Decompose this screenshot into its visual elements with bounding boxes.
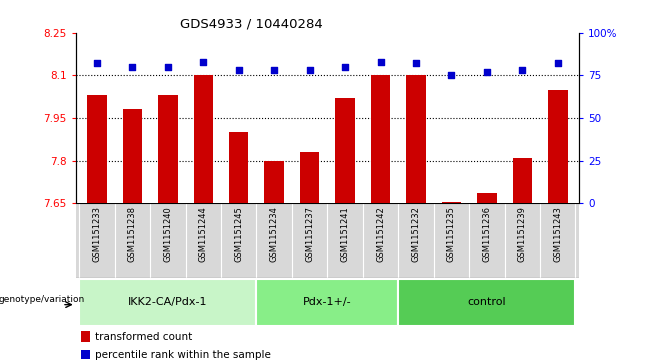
Point	[234, 67, 244, 73]
Text: GSM1151243: GSM1151243	[553, 206, 563, 262]
Bar	[79, 279, 257, 326]
Text: GSM1151235: GSM1151235	[447, 206, 456, 262]
Point	[340, 64, 350, 70]
Point	[269, 67, 280, 73]
Bar	[300, 152, 319, 203]
Bar	[265, 161, 284, 203]
Text: GSM1151236: GSM1151236	[482, 206, 492, 262]
Text: control: control	[468, 297, 506, 307]
Point	[517, 67, 528, 73]
Text: GSM1151240: GSM1151240	[163, 206, 172, 262]
Point	[375, 59, 386, 65]
Text: transformed count: transformed count	[95, 331, 192, 342]
Text: GSM1151233: GSM1151233	[92, 206, 101, 262]
Bar	[158, 95, 178, 203]
Text: GSM1151232: GSM1151232	[411, 206, 420, 262]
Text: GSM1151237: GSM1151237	[305, 206, 314, 262]
Bar	[406, 76, 426, 203]
Bar	[122, 109, 142, 203]
Text: GSM1151234: GSM1151234	[270, 206, 279, 262]
Text: GSM1151239: GSM1151239	[518, 206, 527, 262]
Bar	[398, 279, 576, 326]
Bar	[442, 202, 461, 203]
Text: Pdx-1+/-: Pdx-1+/-	[303, 297, 351, 307]
Text: GSM1151241: GSM1151241	[341, 206, 349, 262]
Point	[127, 64, 138, 70]
Bar	[229, 132, 249, 203]
Point	[305, 67, 315, 73]
Bar	[477, 193, 497, 203]
Text: GSM1151242: GSM1151242	[376, 206, 385, 262]
Bar	[513, 158, 532, 203]
Point	[482, 69, 492, 75]
Bar	[88, 95, 107, 203]
Text: GSM1151245: GSM1151245	[234, 206, 243, 262]
Title: GDS4933 / 10440284: GDS4933 / 10440284	[180, 17, 323, 30]
Bar	[257, 279, 398, 326]
Text: percentile rank within the sample: percentile rank within the sample	[95, 350, 270, 360]
Text: GSM1151238: GSM1151238	[128, 206, 137, 262]
Bar	[81, 331, 89, 342]
Text: IKK2-CA/Pdx-1: IKK2-CA/Pdx-1	[128, 297, 207, 307]
Point	[553, 61, 563, 66]
Point	[446, 72, 457, 78]
Point	[163, 64, 173, 70]
Point	[198, 59, 209, 65]
Bar	[370, 76, 390, 203]
Point	[91, 61, 102, 66]
Bar	[81, 350, 89, 359]
Bar	[548, 90, 567, 203]
Text: genotype/variation: genotype/variation	[0, 295, 85, 304]
Bar	[193, 76, 213, 203]
Bar	[336, 98, 355, 203]
Text: GSM1151244: GSM1151244	[199, 206, 208, 262]
Point	[411, 61, 421, 66]
